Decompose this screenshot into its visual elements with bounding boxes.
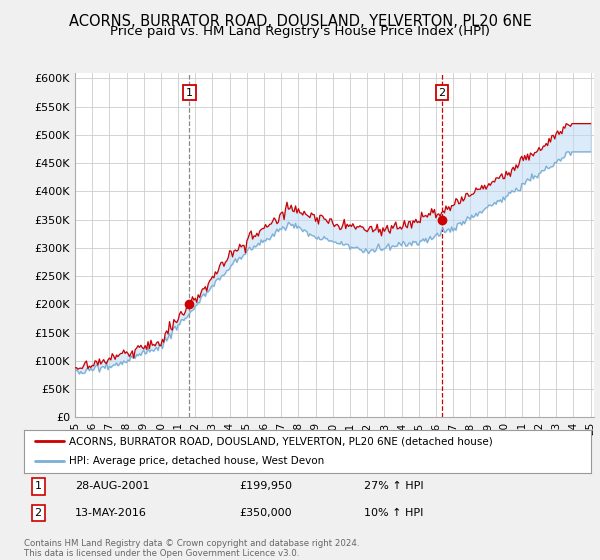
- Text: 2: 2: [35, 508, 42, 518]
- Text: 1: 1: [35, 482, 41, 492]
- Text: ACORNS, BURRATOR ROAD, DOUSLAND, YELVERTON, PL20 6NE (detached house): ACORNS, BURRATOR ROAD, DOUSLAND, YELVERT…: [70, 436, 493, 446]
- Text: 13-MAY-2016: 13-MAY-2016: [75, 508, 147, 518]
- Text: HPI: Average price, detached house, West Devon: HPI: Average price, detached house, West…: [70, 456, 325, 466]
- Text: £350,000: £350,000: [239, 508, 292, 518]
- Text: 28-AUG-2001: 28-AUG-2001: [75, 482, 149, 492]
- Text: 27% ↑ HPI: 27% ↑ HPI: [364, 482, 424, 492]
- Text: Price paid vs. HM Land Registry's House Price Index (HPI): Price paid vs. HM Land Registry's House …: [110, 25, 490, 38]
- Text: £199,950: £199,950: [239, 482, 292, 492]
- Text: 2: 2: [439, 87, 446, 97]
- Text: 1: 1: [186, 87, 193, 97]
- Text: Contains HM Land Registry data © Crown copyright and database right 2024.
This d: Contains HM Land Registry data © Crown c…: [24, 539, 359, 558]
- Text: ACORNS, BURRATOR ROAD, DOUSLAND, YELVERTON, PL20 6NE: ACORNS, BURRATOR ROAD, DOUSLAND, YELVERT…: [68, 14, 532, 29]
- Text: 10% ↑ HPI: 10% ↑ HPI: [364, 508, 424, 518]
